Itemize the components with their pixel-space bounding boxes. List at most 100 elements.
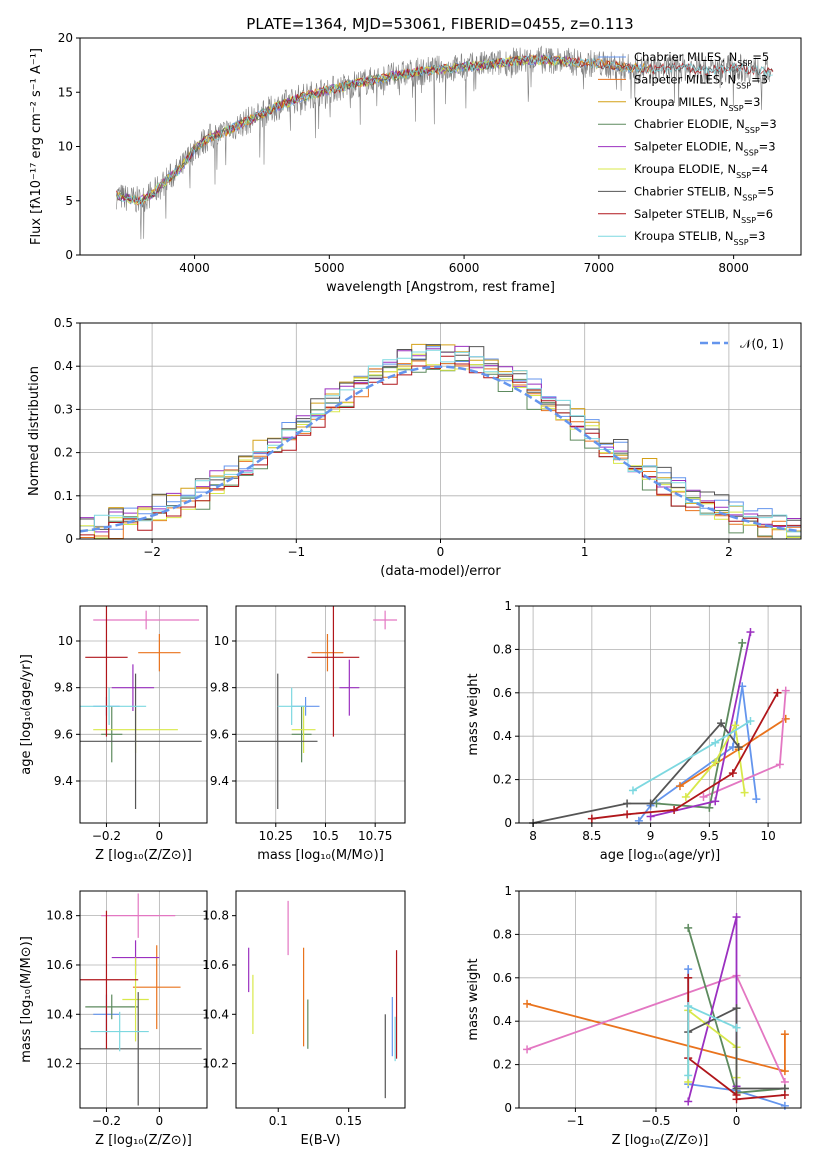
- y-tick-label: 0.6: [493, 686, 512, 700]
- y-tick-label: 0.3: [54, 402, 73, 416]
- y-tick-label: 10.2: [46, 1057, 73, 1071]
- figure-title: PLATE=1364, MJD=53061, FIBERID=0455, z=0…: [246, 15, 633, 33]
- y-tick-label: 10.6: [202, 958, 229, 972]
- y-tick-label: 9.8: [54, 681, 73, 695]
- legend-label: Salpeter STELIB, NSSP=6: [634, 207, 773, 225]
- x-tick-label: 8000: [718, 261, 749, 275]
- legend-subscript: SSP: [736, 81, 751, 90]
- legend-label-rest: =5: [752, 50, 769, 64]
- legend-subscript: SSP: [741, 215, 756, 224]
- x-tick-label: 8.5: [582, 829, 601, 843]
- x-tick-label: 2: [725, 545, 733, 559]
- y-tick-label: 1: [504, 599, 512, 613]
- x-tick-label: −2: [143, 545, 161, 559]
- y-tick-label: 0.4: [493, 1014, 512, 1028]
- x-tick-label: 10.25: [259, 829, 293, 843]
- y-tick-label: 0.2: [493, 1058, 512, 1072]
- x-tick-label: −0.5: [641, 1114, 670, 1128]
- mass_vs_ebv-panel: 0.1 0.15 10.2 10.4 10.6 10.8 E(B-V): [202, 890, 406, 1148]
- legend-subscript: SSP: [729, 103, 744, 112]
- x-axis-label: Z [log₁₀(Z/Z⊙)]: [95, 1133, 192, 1148]
- x-axis-label: mass [log₁₀(M/M⊙)]: [257, 848, 384, 863]
- y-tick-label: 0: [65, 248, 73, 262]
- x-axis-label: Z [log₁₀(Z/Z⊙)]: [95, 848, 192, 863]
- y-axis-label: mass weight: [466, 958, 481, 1040]
- weight_vs_Z-panel: −1 −0.5 0 0 0.2 0.4 0.6 0.8 1 Z [log₁₀(Z/Z⊙)] mass…: [466, 884, 802, 1148]
- axes-frame: [235, 605, 406, 824]
- y-axis-label: Normed distribution: [27, 366, 42, 496]
- mass_vs_Z-panel: −0.2 0 10.2 10.4 10.6 10.8 Z [log₁₀(Z/Z⊙)] mass…: [19, 890, 208, 1148]
- x-axis-label: Z [log₁₀(Z/Z⊙)]: [612, 1133, 709, 1148]
- weight_vs_age-panel: 8 8.5 9 9.5 10 0 0.2 0.4 0.6 0.8 1 age [log₁₀(age/y…: [466, 599, 802, 863]
- y-tick-label: 0.5: [54, 316, 73, 330]
- mass_vs_ebv-plot-area: [248, 900, 398, 1099]
- spectrum-model-line: [116, 55, 774, 206]
- y-tick-label: 5: [65, 194, 73, 208]
- y-tick-label: 0.8: [493, 927, 512, 941]
- legend-label: Chabrier MILES, NSSP=5: [634, 50, 769, 68]
- y-tick-label: 9.6: [54, 727, 73, 741]
- legend-label: 𝒩(0, 1): [740, 337, 784, 351]
- legend-subscript: SSP: [736, 171, 751, 180]
- legend-label: Kroupa MILES, NSSP=3: [634, 95, 760, 113]
- legend-label-rest: =4: [751, 162, 768, 176]
- x-tick-label: 10.5: [312, 829, 339, 843]
- spectrum-model-line: [116, 54, 652, 204]
- x-axis-label: wavelength [Angstrom, rest frame]: [326, 280, 555, 295]
- y-tick-label: 0.4: [54, 359, 73, 373]
- legend-subscript: SSP: [744, 148, 759, 157]
- x-tick-label: 10: [760, 829, 775, 843]
- y-tick-label: 10.2: [202, 1057, 229, 1071]
- legend-label: Chabrier STELIB, NSSP=5: [634, 184, 774, 202]
- x-tick-label: −0.2: [92, 1114, 121, 1128]
- age_vs_mass-panel: 10.25 10.5 10.75 9.4 9.6 9.8 10 mass [log₁₀(M/M…: [210, 605, 406, 863]
- spectrum-panel: 4000 5000 6000 7000 8000 0 5 10 15 20 wavelength […: [29, 31, 802, 295]
- legend-label-rest: =3: [760, 117, 777, 131]
- age_vs_Z-plot-area: [80, 606, 202, 809]
- weight-line: [687, 1006, 785, 1090]
- axes-frame: [518, 890, 802, 1109]
- axes-frame: [518, 605, 802, 824]
- y-axis-label: Flux [fλ10⁻¹⁷ erg cm⁻² s⁻¹ A⁻¹]: [29, 48, 44, 245]
- x-tick-label: 1: [581, 545, 589, 559]
- y-tick-label: 15: [58, 85, 73, 99]
- y-tick-label: 0.6: [493, 971, 512, 985]
- y-tick-label: 10.8: [46, 909, 73, 923]
- y-tick-label: 10.4: [46, 1007, 73, 1021]
- x-tick-label: 9: [647, 829, 655, 843]
- spectrum-data-line: [116, 45, 770, 240]
- x-axis-label: E(B-V): [300, 1133, 340, 1148]
- legend-label: Kroupa ELODIE, NSSP=4: [634, 162, 768, 180]
- x-tick-label: 9.5: [700, 829, 719, 843]
- legend-subscript: SSP: [734, 238, 749, 247]
- y-tick-label: 1: [504, 884, 512, 898]
- x-axis-label: (data-model)/error: [380, 564, 501, 579]
- legend-label-rest: =6: [756, 207, 773, 221]
- y-tick-label: 10: [58, 634, 73, 648]
- x-tick-label: −1: [567, 1114, 585, 1128]
- x-tick-label: 4000: [179, 261, 210, 275]
- y-tick-label: 0.8: [493, 642, 512, 656]
- axes-frame: [235, 890, 406, 1109]
- legend-subscript: SSP: [745, 126, 760, 135]
- age_vs_Z-panel: −0.2 0 9.4 9.6 9.8 10 Z [log₁₀(Z/Z⊙)] age [log₁…: [19, 605, 208, 863]
- x-tick-label: −1: [287, 545, 305, 559]
- legend-label: Kroupa STELIB, NSSP=3: [634, 229, 765, 247]
- x-tick-label: 0: [437, 545, 445, 559]
- legend-label: Salpeter ELODIE, NSSP=3: [634, 140, 776, 158]
- x-axis-label: age [log₁₀(age/yr)]: [600, 848, 721, 863]
- residuals-plot-area: [80, 343, 801, 539]
- legend-subscript: SSP: [737, 59, 752, 68]
- y-axis-label: age [log₁₀(age/yr)]: [19, 654, 34, 775]
- residuals-panel: −2 −1 0 1 2 0 0.1 0.2 0.3 0.4 0.5 (data-model)/erro…: [27, 316, 802, 579]
- y-tick-label: 0.4: [493, 729, 512, 743]
- y-tick-label: 9.6: [210, 727, 229, 741]
- y-tick-label: 0.2: [54, 446, 73, 460]
- x-tick-label: 8: [529, 829, 537, 843]
- legend-label-rest: =3: [751, 72, 768, 86]
- legend-label-rest: =3: [749, 229, 766, 243]
- y-tick-label: 10.6: [46, 958, 73, 972]
- x-tick-label: 5000: [314, 261, 345, 275]
- x-tick-label: 0: [156, 1114, 164, 1128]
